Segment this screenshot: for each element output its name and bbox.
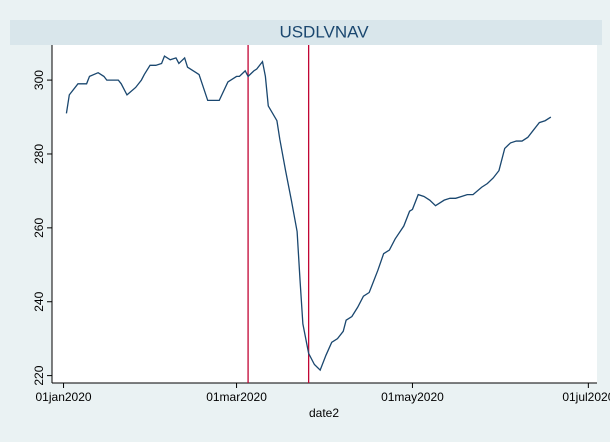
y-tick-label: 240	[32, 291, 46, 311]
title-strip	[10, 20, 602, 45]
y-tick-label: 220	[32, 365, 46, 385]
y-tick-label: 300	[32, 70, 46, 90]
x-tick-label: 01mar2020	[206, 390, 267, 404]
x-tick-label: 01may2020	[381, 390, 444, 404]
x-tick-label: 01jul2020	[562, 390, 610, 404]
x-axis-label: date2	[309, 406, 339, 420]
line-series	[65, 55, 552, 372]
chart-title: USDLVNAV	[279, 22, 369, 41]
x-tick-label: 01jan2020	[36, 390, 92, 404]
plot-area	[52, 45, 597, 383]
y-tick-label: 260	[32, 218, 46, 238]
y-tick-label: 280	[32, 144, 46, 164]
